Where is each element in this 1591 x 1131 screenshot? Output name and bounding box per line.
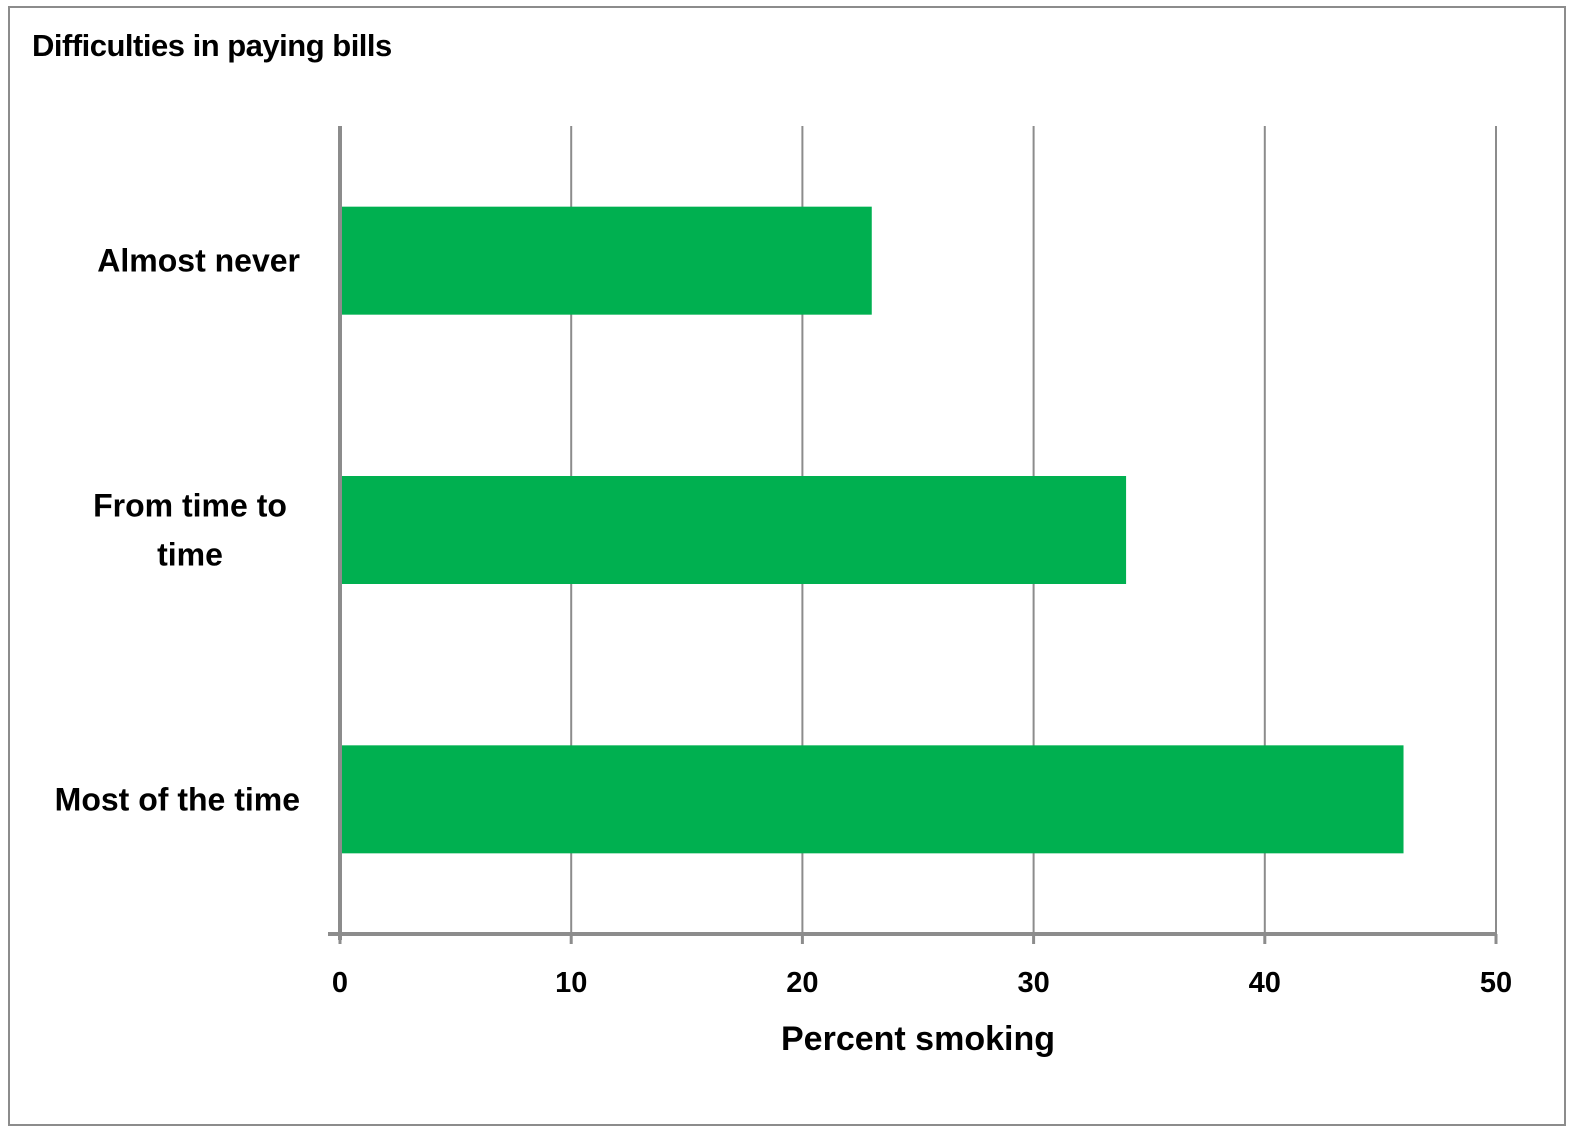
bar — [340, 476, 1127, 584]
bar — [340, 745, 1404, 854]
category-label: Almost never — [97, 243, 300, 279]
category-label: Most of the time — [55, 781, 300, 817]
x-tick-label: 10 — [555, 967, 587, 999]
chart-title: Difficulties in paying bills — [32, 28, 392, 63]
x-tick-label: 50 — [1480, 967, 1512, 999]
x-axis-title: Percent smoking — [781, 1020, 1055, 1058]
x-tick-label: 40 — [1249, 967, 1281, 999]
x-tick-label: 20 — [786, 967, 818, 999]
x-tick-label: 30 — [1017, 967, 1049, 999]
bar — [340, 206, 872, 315]
x-tick-label: 0 — [332, 967, 348, 999]
category-label: time — [157, 537, 223, 573]
category-label: From time to — [93, 488, 287, 524]
